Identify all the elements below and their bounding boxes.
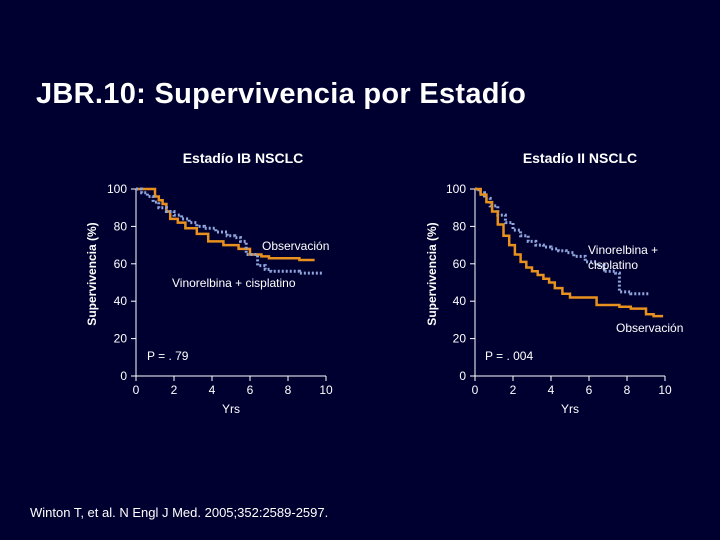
- y-tick-label: 60: [114, 257, 128, 271]
- series-line-observaci-n: [475, 187, 664, 318]
- y-tick-label: 40: [453, 294, 467, 308]
- x-tick-label: 2: [171, 383, 178, 397]
- y-axis-label: Supervivencia (%): [85, 222, 99, 325]
- series-label-line: Observación: [262, 239, 329, 253]
- series-label: Observación: [262, 239, 329, 253]
- p-value-annotation: P = . 004: [485, 349, 533, 363]
- y-axis-label: Supervivencia (%): [425, 222, 439, 325]
- chart-title: Estadío IB NSCLC: [183, 150, 304, 166]
- x-tick-label: 0: [133, 383, 140, 397]
- citation: Winton T, et al. N Engl J Med. 2005;352:…: [30, 505, 329, 520]
- slide-title: JBR.10: Supervivencia por Estadío: [36, 78, 527, 110]
- x-tick-label: 8: [285, 383, 292, 397]
- series-label-line: cisplatino: [588, 258, 638, 272]
- x-tick-label: 10: [658, 383, 672, 397]
- series-line-observaci-n: [136, 187, 315, 262]
- p-value-annotation: P = . 79: [147, 349, 189, 363]
- x-tick-label: 10: [319, 383, 333, 397]
- chart-title: Estadío II NSCLC: [523, 150, 637, 166]
- y-tick-label: 60: [453, 257, 467, 271]
- x-tick-label: 6: [247, 383, 254, 397]
- series-label-line: Vinorelbina + cisplatino: [172, 276, 296, 290]
- y-tick-label: 20: [114, 332, 128, 346]
- y-tick-label: 0: [459, 369, 466, 383]
- y-tick-label: 20: [453, 332, 467, 346]
- y-tick-label: 80: [453, 219, 467, 233]
- x-axis-label: Yrs: [222, 402, 240, 416]
- series-line-vinorelbina-cisplatino: [475, 187, 650, 296]
- x-tick-label: 0: [472, 383, 479, 397]
- x-tick-label: 8: [624, 383, 631, 397]
- y-tick-label: 80: [114, 219, 128, 233]
- x-tick-label: 6: [586, 383, 593, 397]
- series-label: Vinorelbina + cisplatino: [588, 243, 658, 272]
- y-tick-label: 40: [114, 294, 128, 308]
- series-line-vinorelbina-cisplatino: [136, 187, 323, 275]
- x-tick-label: 2: [510, 383, 517, 397]
- series-label: Observación: [616, 321, 683, 335]
- y-tick-label: 100: [446, 182, 466, 196]
- x-tick-label: 4: [209, 383, 216, 397]
- series-label: Vinorelbina + cisplatino: [172, 276, 296, 290]
- y-tick-label: 0: [120, 369, 127, 383]
- x-axis-label: Yrs: [561, 402, 579, 416]
- y-tick-label: 100: [107, 182, 127, 196]
- x-tick-label: 4: [548, 383, 555, 397]
- series-label-line: Vinorelbina +: [588, 243, 658, 257]
- series-label-line: Observación: [616, 321, 683, 335]
